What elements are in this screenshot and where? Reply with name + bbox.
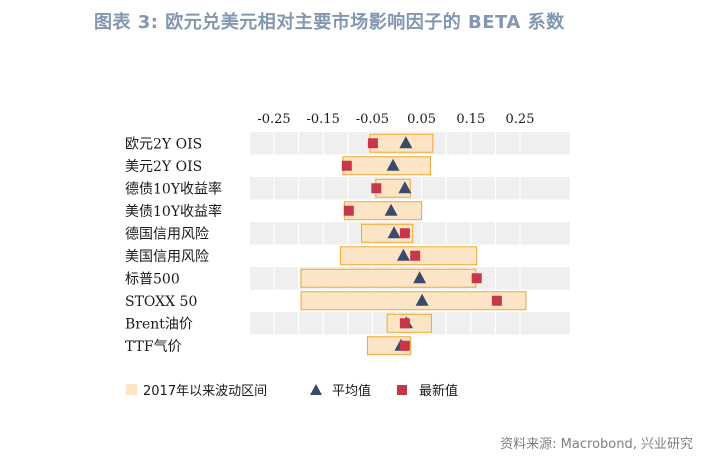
average-marker	[386, 158, 400, 171]
legend-latest-label: 最新值	[419, 383, 458, 399]
legend-range-swatch	[126, 384, 137, 395]
source-note: 资料来源: Macrobond, 兴业研究	[500, 437, 693, 452]
category-label: 欧元2Y OIS	[125, 136, 202, 152]
category-label: 美债10Y收益率	[125, 203, 222, 220]
category-label: TTF气价	[125, 339, 182, 355]
x-axis-ticks: -0.25 -0.15 -0.05 0.05 0.15 0.25	[257, 112, 534, 127]
range-bar	[343, 201, 423, 221]
range-bar	[339, 246, 478, 266]
category-label: Brent油价	[125, 316, 193, 332]
latest-markers	[341, 138, 502, 351]
legend-average-label: 平均值	[332, 383, 371, 399]
category-label: STOXX 50	[125, 294, 197, 310]
range-bar	[300, 291, 527, 311]
gridlines	[273, 132, 521, 357]
category-label: 德国信用风险	[125, 226, 209, 242]
average-marker	[415, 293, 429, 306]
average-marker	[399, 136, 413, 149]
latest-marker	[343, 205, 354, 216]
latest-marker	[491, 295, 502, 306]
x-tick-label: -0.25	[257, 112, 290, 127]
latest-marker	[471, 273, 482, 284]
x-tick-label: 0.15	[456, 112, 485, 127]
legend: 2017年以来波动区间 平均值 最新值	[126, 383, 458, 399]
x-tick-label: -0.05	[356, 112, 389, 127]
legend-average-swatch	[310, 384, 322, 395]
latest-marker	[399, 318, 410, 329]
x-tick-label: -0.15	[307, 112, 340, 127]
x-tick-label: 0.25	[506, 112, 535, 127]
range-bar	[300, 268, 477, 288]
category-label: 标普500	[125, 271, 180, 287]
legend-range-label: 2017年以来波动区间	[143, 384, 267, 399]
latest-marker	[399, 228, 410, 239]
category-label: 美元2Y OIS	[125, 159, 202, 175]
category-label: 德债10Y收益率	[125, 180, 222, 197]
latest-marker	[410, 250, 421, 261]
latest-marker	[367, 138, 378, 149]
latest-marker	[341, 160, 352, 171]
legend-latest-swatch	[397, 385, 407, 395]
average-marker	[398, 181, 412, 194]
chart-title: 图表 3: 欧元兑美元相对主要市场影响因子的 BETA 系数	[94, 12, 565, 33]
average-marker	[413, 271, 427, 284]
average-marker	[387, 226, 401, 239]
average-marker	[384, 203, 398, 216]
average-marker	[396, 248, 410, 261]
range-bar	[342, 156, 431, 176]
latest-marker	[399, 340, 410, 351]
latest-marker	[371, 183, 382, 194]
range-bar	[369, 133, 434, 153]
x-tick-label: 0.05	[407, 112, 436, 127]
category-label: 美国信用风险	[125, 249, 209, 265]
category-labels: 欧元2Y OIS 美元2Y OIS 德债10Y收益率美债10Y收益率德国信用风险美国…	[125, 136, 222, 355]
